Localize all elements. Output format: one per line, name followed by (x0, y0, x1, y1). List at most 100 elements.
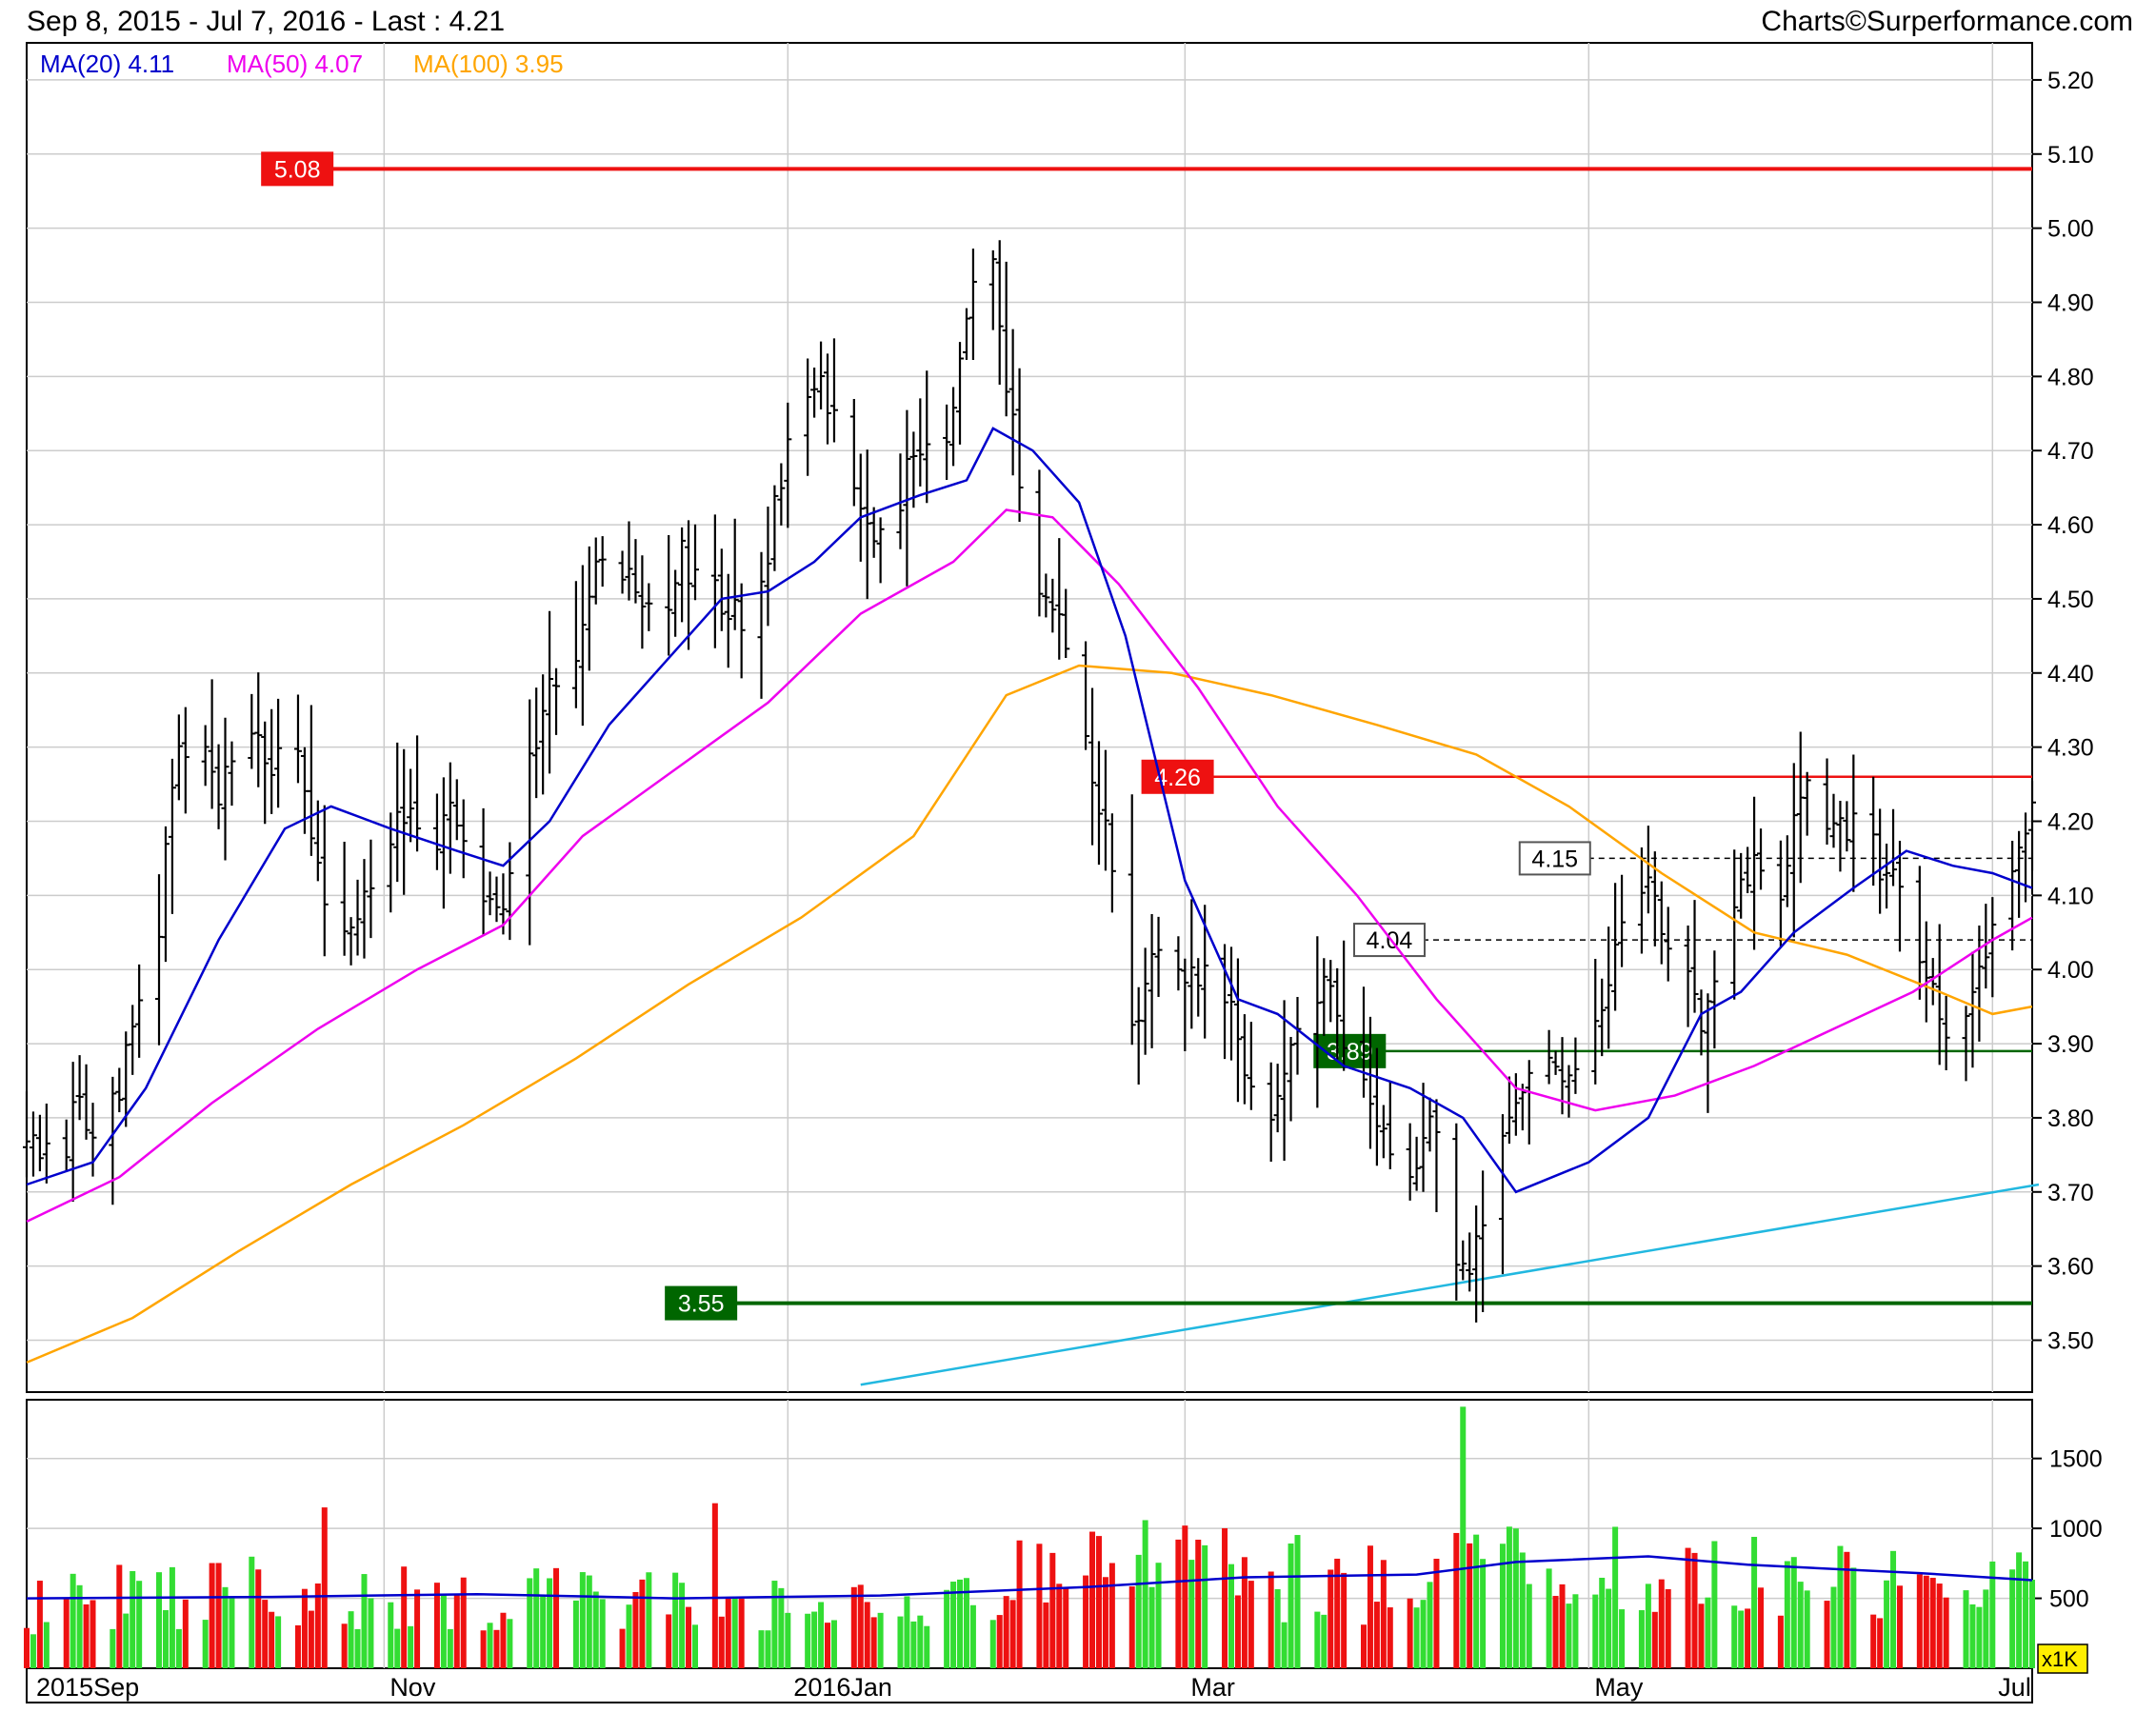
volume-bar (1361, 1624, 1367, 1668)
volume-bar (1506, 1526, 1512, 1668)
price-bar (1518, 1084, 1527, 1131)
volume-bar (1844, 1551, 1850, 1668)
volume-bar (1599, 1577, 1606, 1668)
price-bar (155, 874, 164, 1046)
volume-bar (321, 1507, 328, 1668)
price-bar (1340, 940, 1348, 1071)
y-tick-label: 4.70 (2047, 438, 2094, 465)
volume-bar (130, 1570, 136, 1668)
volume-bar (83, 1603, 90, 1668)
price-bar (757, 551, 766, 699)
price-bar (571, 581, 580, 708)
volume-bar (646, 1572, 652, 1668)
price-bar (1505, 1076, 1513, 1145)
volume-bar (1606, 1588, 1612, 1668)
price-bar (1744, 847, 1752, 894)
volume-bar (453, 1594, 460, 1668)
volume-bar (269, 1611, 275, 1668)
legend-entry: MA(50) 4.07 (227, 50, 363, 78)
volume-bar (1467, 1543, 1473, 1668)
price-bar (539, 674, 548, 795)
volume-bar (354, 1628, 361, 1668)
y-tick-label: 5.20 (2047, 68, 2094, 94)
price-bar (1280, 1000, 1288, 1161)
price-bar (407, 768, 415, 843)
price-bar (618, 550, 627, 594)
volume-bar (731, 1598, 738, 1668)
volume-average-line (26, 1555, 2033, 1600)
volume-bar (1188, 1560, 1195, 1668)
volume-bar (1148, 1586, 1155, 1668)
volume-bar (666, 1614, 672, 1668)
x-tick-label: May (1594, 1673, 1644, 1702)
volume-bar (950, 1582, 957, 1668)
price-bar (1128, 794, 1136, 1046)
volume-bar (818, 1602, 825, 1668)
volume-bar (1202, 1544, 1208, 1668)
volume-bar (215, 1563, 222, 1668)
volume-bar (672, 1572, 679, 1668)
volume-bar (850, 1586, 857, 1668)
volume-bar (1009, 1600, 1016, 1668)
price-bar (248, 693, 256, 769)
y-tick-label: 4.20 (2047, 809, 2094, 836)
price-bar (645, 583, 653, 631)
volume-bar (229, 1598, 235, 1668)
volume-bar (1830, 1586, 1837, 1668)
volume-bar (1559, 1584, 1566, 1668)
volume-bar (857, 1584, 864, 1668)
price-bar (1796, 731, 1805, 884)
price-bar (115, 1067, 124, 1113)
price-bar (1141, 947, 1149, 1055)
price-bar (1498, 1114, 1507, 1275)
y-tick-label: 4.10 (2047, 883, 2094, 909)
volume-bar (738, 1598, 745, 1668)
price-bar (89, 1103, 97, 1177)
volume-bar (1645, 1584, 1651, 1668)
volume-bar (870, 1617, 877, 1668)
x-tick-label: 2015Sep (36, 1673, 139, 1702)
volume-bar (1546, 1568, 1552, 1668)
volume-bar (1731, 1605, 1738, 1668)
volume-bar (785, 1612, 791, 1668)
volume-bar (487, 1623, 493, 1668)
volume-bar (1824, 1601, 1830, 1668)
volume-bar (1063, 1587, 1069, 1668)
price-bar (1942, 995, 1950, 1071)
volume-bar (361, 1574, 368, 1668)
price-bar (1928, 958, 1937, 1006)
price-bar (1565, 1065, 1573, 1118)
y-tick-label: 4.40 (2047, 661, 2094, 687)
price-bar (1035, 469, 1044, 617)
price-bar (598, 536, 607, 588)
price-bar (1525, 1060, 1533, 1145)
price-bar (1273, 1064, 1282, 1133)
price-bar (724, 573, 732, 668)
price-bar (1757, 828, 1766, 890)
volume-bar (830, 1620, 837, 1668)
volume-bar (341, 1623, 348, 1668)
price-bar (1988, 897, 1997, 998)
price-bar (62, 1119, 70, 1171)
price-bar (1479, 1170, 1487, 1313)
price-bar (1710, 950, 1719, 1049)
volume-bar (169, 1566, 175, 1668)
volume-bar (1420, 1600, 1427, 1668)
price-bar (293, 694, 302, 784)
volume-bar (1095, 1536, 1102, 1668)
volume-bar (619, 1628, 626, 1668)
price-bar (1545, 1029, 1553, 1085)
price-bar (479, 807, 488, 935)
price-bar (1386, 1081, 1394, 1169)
volume-bar (1745, 1608, 1751, 1668)
volume-bar (1473, 1534, 1480, 1668)
price-bar (903, 409, 911, 587)
volume-bar (718, 1616, 725, 1668)
price-bar (532, 687, 541, 799)
volume-bar (758, 1630, 765, 1668)
volume-bar (1936, 1584, 1943, 1668)
volume-bar (1108, 1563, 1115, 1668)
price-bar (849, 398, 858, 507)
price-bar (995, 240, 1004, 385)
volume-bar (1526, 1584, 1532, 1668)
